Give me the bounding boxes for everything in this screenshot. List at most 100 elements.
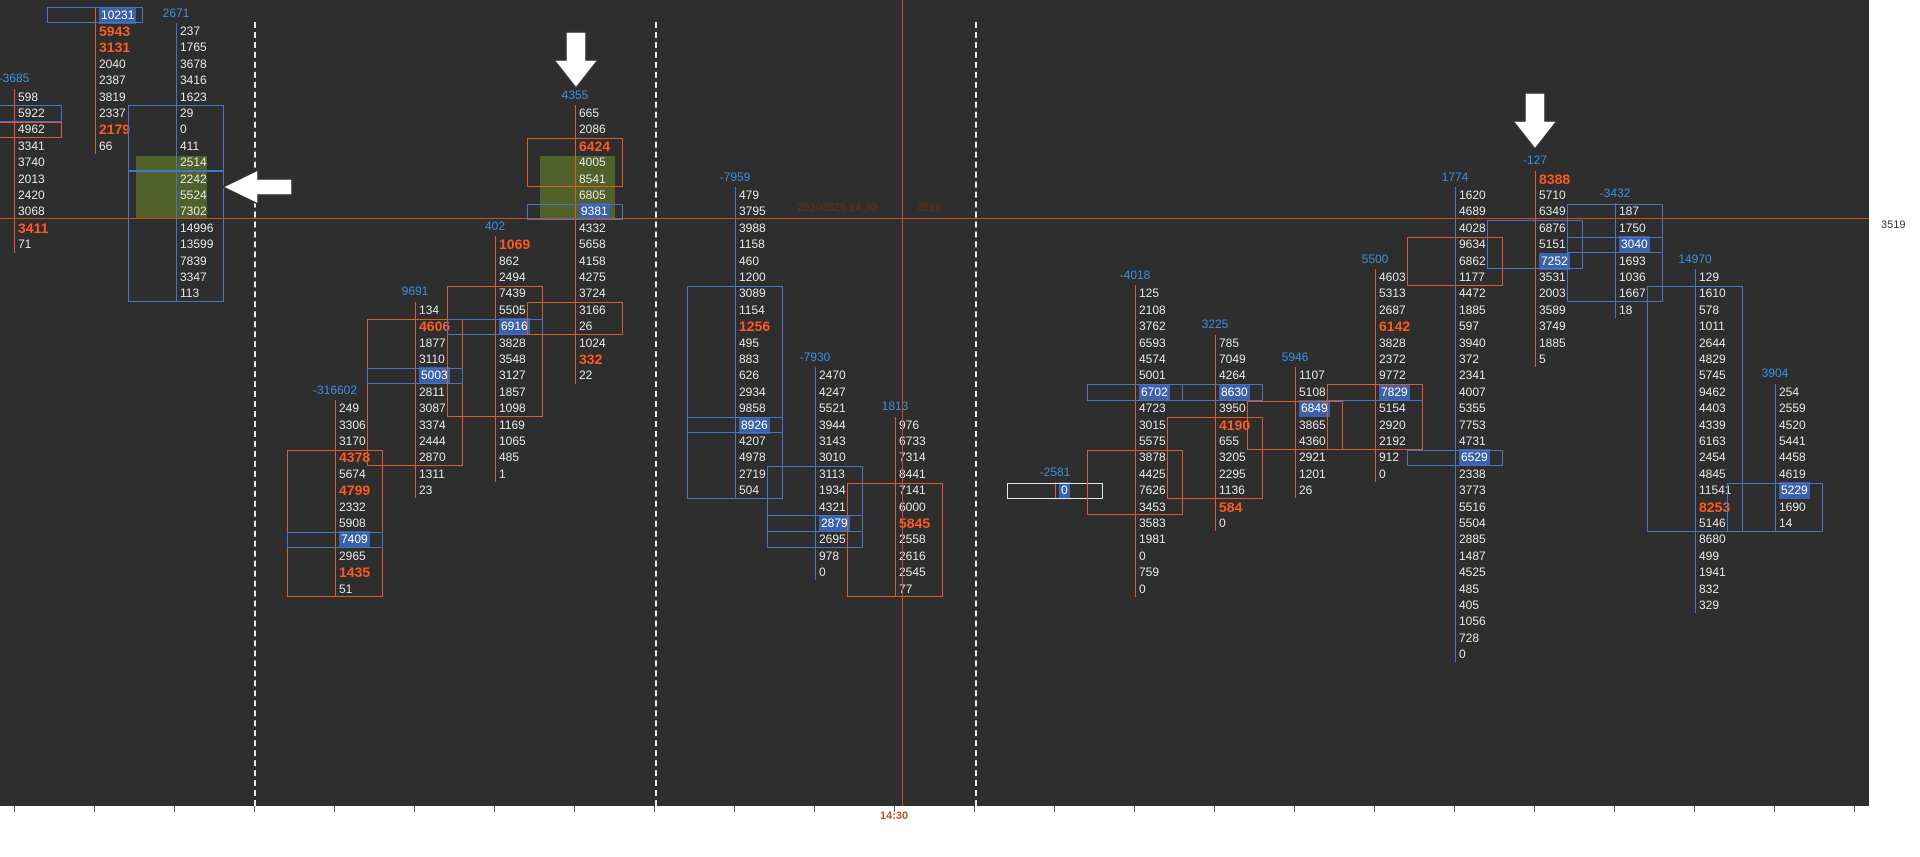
column-delta-label: -127 [1522,153,1548,168]
ask-volume: 460 [739,253,760,268]
ask-volume: 7626 [1139,483,1166,498]
column-delta-label: 1813 [881,399,909,414]
ask-volume: 4264 [1219,368,1246,383]
ask-volume: 7302 [180,204,207,219]
ask-volume: 5154 [1379,401,1406,416]
bid-ask-divider [14,88,15,253]
ask-volume: 1623 [180,89,207,104]
ask-volume: 1941 [1699,565,1726,580]
ask-volume: 4207 [739,433,766,448]
ask-volume: 0 [1219,515,1226,530]
ask-volume: 5146 [1699,515,1726,530]
ask-volume: 578 [1699,302,1720,317]
axis-tick [334,806,335,812]
ask-volume: 4962 [18,122,45,137]
ask-volume: 4978 [739,450,766,465]
column-delta-label: -3432 [1599,185,1631,200]
ask-volume: 1765 [180,40,207,55]
ask-volume: 9381 [579,203,610,221]
ask-volume: 1620 [1459,187,1486,202]
ask-volume: 134 [419,302,440,317]
axis-tick [734,806,735,812]
column-delta-label: 1774 [1441,169,1469,184]
ask-volume: 7829 [1379,383,1410,401]
ask-volume: 6593 [1139,335,1166,350]
ask-volume: 7252 [1539,252,1570,270]
ask-volume: 655 [1219,433,1240,448]
ask-volume: 626 [739,368,760,383]
ask-volume: 1065 [499,433,526,448]
ask-volume: 4574 [1139,351,1166,366]
ask-volume: 4339 [1699,417,1726,432]
ask-volume: 2514 [180,155,207,170]
ask-volume: 2108 [1139,302,1166,317]
bid-ask-divider [415,301,416,499]
ask-volume: 3306 [339,417,366,432]
ask-volume: 728 [1459,630,1480,645]
ask-volume: 7314 [899,450,926,465]
ask-volume: 9858 [739,401,766,416]
ask-volume: 3416 [180,73,207,88]
ask-volume: 4723 [1139,401,1166,416]
ask-volume: 2295 [1219,466,1246,481]
axis-tick [1854,806,1855,812]
arrow-down-icon [1511,92,1559,151]
ask-volume: 4603 [1379,269,1406,284]
ask-volume: 8441 [899,466,926,481]
ask-volume: 4028 [1459,220,1486,235]
ask-volume: 2179 [99,121,131,138]
ask-volume: 4829 [1699,351,1726,366]
ask-volume: 4520 [1779,417,1806,432]
column-delta-label: -7930 [799,349,831,364]
ask-volume: 5521 [819,401,846,416]
ask-volume: 2494 [499,269,526,284]
ask-volume: 1690 [1779,499,1806,514]
ask-volume: 4425 [1139,466,1166,481]
ask-volume: 5151 [1539,237,1566,252]
ask-volume: 4525 [1459,565,1486,580]
ask-volume: 1200 [739,269,766,284]
ask-volume: 2545 [899,565,926,580]
ask-volume: 1885 [1539,335,1566,350]
bid-ask-divider [95,6,96,155]
ask-volume: 5001 [1139,368,1166,383]
ask-volume: 26 [1299,483,1313,498]
ask-volume: 3988 [739,220,766,235]
ask-volume: 1 [499,466,506,481]
ask-volume: 3878 [1139,450,1166,465]
ask-volume: 485 [1459,581,1480,596]
ask-volume: 8388 [1539,170,1571,187]
ask-volume: 3347 [180,269,207,284]
axis-tick [414,806,415,812]
ask-volume: 5845 [899,514,931,531]
ask-volume: 2965 [339,548,366,563]
ask-volume: 1154 [739,302,765,317]
ask-volume: 9772 [1379,368,1406,383]
column-delta-label: 3904 [1761,366,1789,381]
ask-volume: 4378 [339,449,371,466]
ask-volume: 5710 [1539,187,1566,202]
ask-volume: 3170 [339,433,366,448]
ask-volume: 1201 [1299,466,1326,481]
column-delta-label: 14970 [1678,251,1712,266]
ask-volume: 6876 [1539,220,1566,235]
ask-volume: 978 [819,548,840,563]
ask-volume: 0 [180,122,187,137]
ask-volume: 5575 [1139,433,1166,448]
ask-volume: 5516 [1459,499,1486,514]
ask-volume: 4190 [1219,416,1251,433]
ask-volume: 26 [579,319,593,334]
ask-volume: 3531 [1539,269,1566,284]
ask-volume: 71 [18,237,32,252]
ask-volume: 4619 [1779,466,1806,481]
ask-volume: 2040 [99,56,126,71]
ask-volume: 7049 [1219,351,1246,366]
ask-volume: 2341 [1459,368,1486,383]
ask-volume: 51 [339,581,353,596]
footprint-chart[interactable]: -368585988959226449625033412937408020133… [0,0,1869,806]
ask-volume: 7409 [339,531,370,549]
ask-volume: 0 [1139,548,1146,563]
ask-volume: 2086 [579,122,606,137]
ask-volume: 6805 [579,187,606,202]
ask-volume: 2879 [819,514,850,532]
